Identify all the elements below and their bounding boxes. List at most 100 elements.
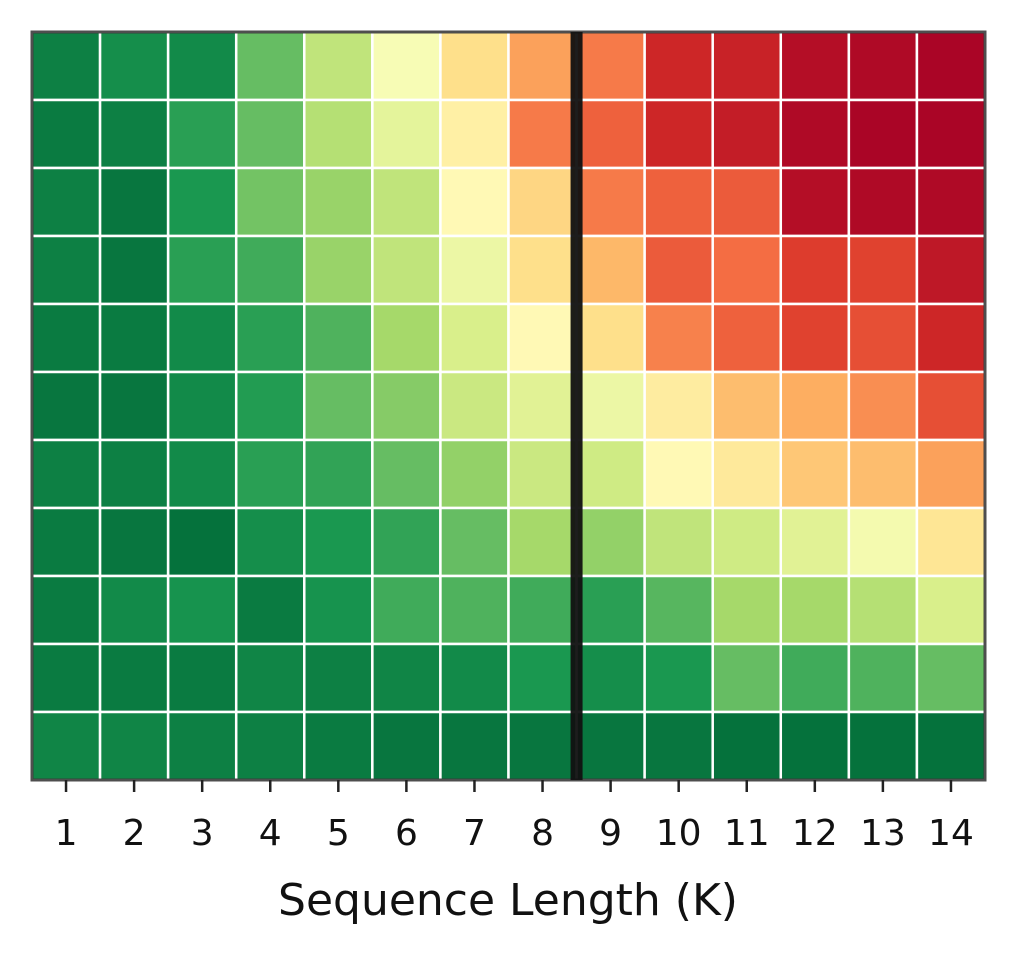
heatmap-cell [303, 506, 374, 578]
heatmap-cell [439, 574, 510, 646]
heatmap-cell [643, 574, 714, 646]
x-tick-label: 7 [463, 813, 486, 854]
heatmap-cell [30, 370, 102, 442]
heatmap-cell [643, 30, 714, 102]
heatmap-cell [234, 370, 306, 442]
heatmap-cell [711, 710, 783, 782]
heatmap-cell [166, 30, 238, 102]
x-tick-label: 6 [395, 813, 418, 854]
heatmap-cell [303, 98, 374, 170]
heatmap-cell [303, 302, 374, 374]
heatmap-cell [439, 506, 510, 578]
heatmap-cell [847, 710, 919, 782]
heatmap-cell [779, 98, 851, 170]
heatmap-cell [779, 574, 851, 646]
heatmap-cell [439, 30, 510, 102]
heatmap-cell [166, 302, 238, 374]
heatmap-cell [779, 370, 851, 442]
heatmap-cell [779, 302, 851, 374]
heatmap-cell [643, 98, 714, 170]
heatmap-cell [98, 302, 170, 374]
heatmap-cell [30, 302, 102, 374]
heatmap-cell [643, 642, 714, 714]
heatmap-cell [779, 166, 851, 238]
heatmap-cell [507, 30, 578, 102]
heatmap-cell [643, 370, 714, 442]
heatmap-cell [30, 166, 102, 238]
heatmap-cell [507, 302, 578, 374]
heatmap-cell [507, 234, 578, 306]
heatmap-cell [779, 642, 851, 714]
heatmap-cell [439, 234, 510, 306]
plot-frame [30, 30, 987, 782]
heatmap-cell [234, 234, 306, 306]
heatmap-cell [303, 234, 374, 306]
heatmap-cell [234, 710, 306, 782]
heatmap-cell [371, 370, 442, 442]
heatmap-cell [439, 302, 510, 374]
heatmap-cell [711, 98, 783, 170]
heatmap-cell [847, 166, 919, 238]
heatmap-cell [711, 30, 783, 102]
heatmap-cell [779, 438, 851, 510]
heatmap-cell [166, 710, 238, 782]
heatmap-cell [847, 302, 919, 374]
heatmap-cell [507, 710, 578, 782]
heatmap-cell [234, 642, 306, 714]
heatmap-cell [303, 438, 374, 510]
heatmap-cell [915, 166, 987, 238]
heatmap-cell [166, 166, 238, 238]
heatmap-cell [575, 710, 646, 782]
heatmap-cell [439, 642, 510, 714]
heatmap-cell [779, 234, 851, 306]
x-tick-label: 9 [599, 813, 622, 854]
heatmap-cell [643, 234, 714, 306]
heatmap-cell [98, 30, 170, 102]
heatmap-cell [166, 98, 238, 170]
heatmap-cell [166, 370, 238, 442]
heatmap-cell [711, 574, 783, 646]
heatmap-cell [234, 506, 306, 578]
heatmap-cell [915, 302, 987, 374]
x-axis-label: Sequence Length (K) [278, 875, 738, 926]
x-tick-label: 14 [928, 813, 974, 854]
heatmap-cell [711, 438, 783, 510]
heatmap-cell [98, 642, 170, 714]
heatmap-cell [847, 370, 919, 442]
heatmap-cell [847, 438, 919, 510]
heatmap-cell [303, 710, 374, 782]
heatmap-cell [507, 98, 578, 170]
x-tick-label: 4 [259, 813, 282, 854]
heatmap-cell [30, 30, 102, 102]
heatmap-cell [303, 166, 374, 238]
heatmap-cell [98, 370, 170, 442]
heatmap-cell [507, 574, 578, 646]
heatmap-cell [915, 370, 987, 442]
heatmap-cell [98, 166, 170, 238]
heatmap-cell [847, 574, 919, 646]
heatmap-cell [643, 710, 714, 782]
heatmap-cell [711, 642, 783, 714]
heatmap-cell [507, 642, 578, 714]
heatmap-cell [575, 234, 646, 306]
heatmap-cell [30, 234, 102, 306]
heatmap-cell [371, 98, 442, 170]
heatmap-cell [30, 98, 102, 170]
heatmap-cell [98, 98, 170, 170]
x-tick-label: 10 [656, 813, 702, 854]
heatmap-cell [166, 234, 238, 306]
heatmap-cell [915, 506, 987, 578]
heatmap-cell [779, 506, 851, 578]
heatmap-cell [30, 710, 102, 782]
heatmap-cell [711, 234, 783, 306]
heatmap-cell [711, 302, 783, 374]
x-tick-label: 11 [724, 813, 770, 854]
heatmap-cell [847, 506, 919, 578]
heatmap-cell [234, 30, 306, 102]
x-tick-label: 13 [860, 813, 906, 854]
heatmap-cell [371, 234, 442, 306]
heatmap-cell [575, 574, 646, 646]
x-tick-label: 1 [55, 813, 78, 854]
x-tick-label: 3 [191, 813, 214, 854]
heatmap-cell [234, 438, 306, 510]
